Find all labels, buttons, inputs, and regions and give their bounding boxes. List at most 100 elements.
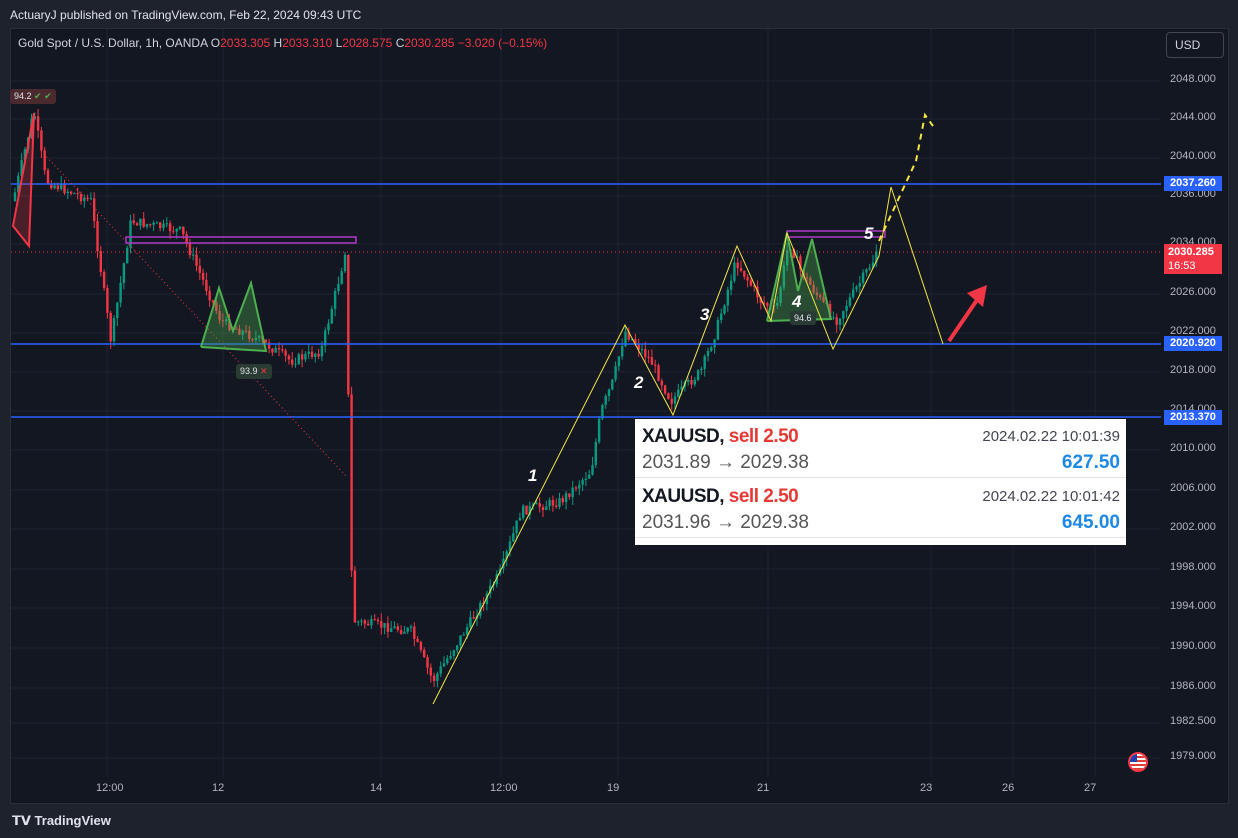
pattern-badge-3[interactable]: 94.6 (790, 311, 816, 325)
candle-body (304, 353, 307, 360)
candle-body (459, 635, 462, 646)
candle-body (218, 310, 221, 321)
candle-body (660, 380, 663, 386)
candle-body (337, 283, 340, 292)
level-tag-1: 2037.260 (1164, 176, 1222, 191)
close-value: 2030.285 (404, 36, 455, 50)
candle-body (347, 254, 350, 395)
candle-body (663, 385, 667, 394)
price-tick-label: 2036.000 (1170, 188, 1216, 200)
candle-body (413, 626, 416, 639)
candle-body (248, 330, 251, 340)
candle-body (320, 345, 324, 357)
candle-body (439, 666, 442, 674)
low-label: L (335, 36, 343, 50)
pattern-badge-1[interactable]: 94.2 ✔ ✔ (10, 89, 56, 104)
candle-body (525, 505, 528, 515)
candle-body (858, 283, 861, 287)
trade-prices: 2031.89 → 2029.38 (642, 452, 809, 473)
candle-body (805, 277, 809, 279)
candle-body (743, 270, 746, 277)
candle-body (314, 353, 317, 357)
candle-body (845, 305, 848, 312)
wave-label-2: 2 (634, 373, 644, 392)
candle-body (677, 389, 680, 397)
candle-body (317, 353, 320, 357)
candle-body (680, 386, 683, 390)
wave-label-1: 1 (528, 466, 538, 485)
candle-body (505, 551, 508, 559)
candle-body (522, 505, 525, 518)
tv-icon: 𝗧𝗩 (12, 813, 35, 828)
candle-body (861, 272, 865, 284)
trade-symbol-group: XAUUSD, sell 2.50 (642, 486, 799, 508)
tradingview-logo[interactable]: 𝗧𝗩 TradingView (12, 813, 111, 829)
us-flag-icon[interactable] (1128, 752, 1148, 772)
candles (13, 108, 878, 688)
countdown-value: 16:53 (1168, 260, 1196, 272)
candle-body (472, 617, 475, 619)
candle-body (291, 359, 294, 365)
candle-body (53, 185, 56, 189)
candle-body (640, 349, 644, 351)
symbol-legend[interactable]: Gold Spot / U.S. Dollar, 1h, OANDA O2033… (18, 36, 547, 50)
candle-body (746, 276, 749, 281)
level-tag-2: 2020.920 (1164, 336, 1222, 351)
pattern-shape (11, 112, 35, 249)
candle-body (129, 220, 132, 248)
candle-body (60, 183, 63, 190)
candle-body (782, 265, 786, 288)
price-tick-label: 1998.000 (1170, 561, 1216, 573)
price-tick-label: 1979.000 (1170, 750, 1216, 762)
candle-body (112, 318, 116, 342)
candle-body (139, 218, 142, 226)
candle-body (416, 638, 419, 642)
pattern-badge-2[interactable]: 93.9 ✕ (236, 364, 272, 379)
candle-body (819, 295, 822, 298)
trade-symbol-group: XAUUSD, sell 2.50 (642, 426, 799, 448)
candle-body (720, 313, 723, 321)
candle-body (670, 398, 673, 404)
candle-body (188, 242, 192, 256)
currency-button[interactable]: USD (1166, 32, 1224, 58)
candle-body (733, 262, 736, 281)
candle-body (327, 323, 330, 331)
time-tick-label: 23 (920, 782, 933, 794)
price-tick-label: 2044.000 (1170, 111, 1216, 123)
candle-body (175, 228, 178, 232)
trade-symbol: XAUUSD, (642, 426, 725, 447)
badge-value: 93.9 (240, 366, 258, 376)
candle-body (43, 150, 46, 171)
chart-canvas[interactable] (11, 29, 1229, 804)
candle-body (208, 291, 211, 301)
symbol-name[interactable]: Gold Spot / U.S. Dollar, 1h, OANDA (18, 36, 208, 50)
trade-row: XAUUSD, sell 2.50 2024.02.22 10:01:42 20… (635, 479, 1126, 538)
candle-body (126, 247, 129, 264)
chart-area[interactable] (10, 28, 1229, 804)
candle-body (182, 226, 185, 235)
candle-body (485, 593, 489, 605)
candle-body (571, 487, 574, 498)
candle-body (380, 621, 383, 628)
candle-body (766, 303, 769, 306)
candle-body (508, 541, 512, 552)
candle-body (551, 500, 555, 506)
projection-path (878, 112, 934, 242)
candle-body (429, 667, 432, 676)
footer-brand: TradingView (34, 813, 111, 828)
candle-body (274, 348, 277, 353)
candle-body (835, 317, 838, 325)
candle-body (376, 619, 380, 622)
candle-body (611, 379, 614, 390)
candle-body (687, 379, 690, 383)
trade-time: 2024.02.22 10:01:39 (982, 428, 1120, 445)
candle-body (244, 330, 248, 332)
wave-label-3: 3 (700, 305, 710, 324)
candle-body (251, 339, 254, 341)
candle-body (634, 339, 637, 345)
candle-body (340, 271, 343, 284)
candle-body (393, 626, 396, 629)
candle-body (159, 222, 162, 229)
candle-body (238, 328, 241, 335)
close-label: C (395, 36, 405, 50)
